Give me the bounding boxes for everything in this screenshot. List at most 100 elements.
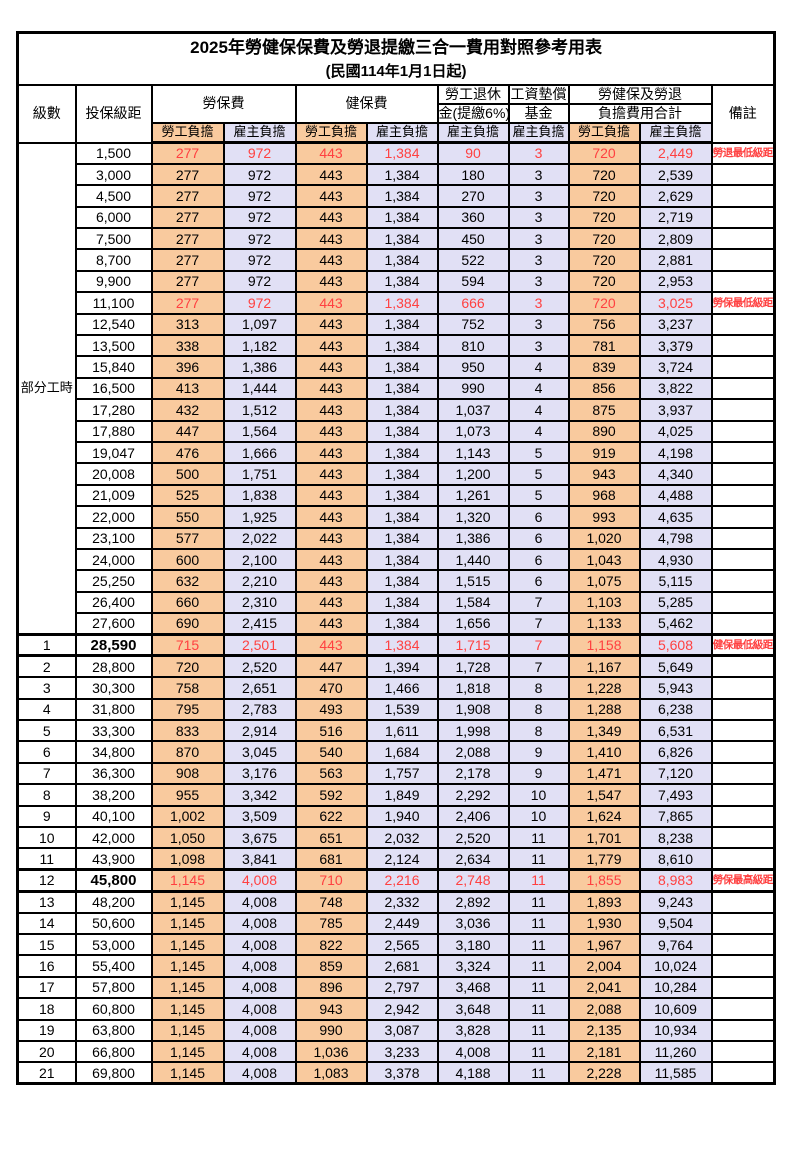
remark-cell: 勞退最低級距 — [710, 141, 776, 165]
col-header-remark: 備註 — [710, 83, 776, 144]
fee-cell: 1,103 — [567, 590, 641, 615]
table-row: 2 28,800 720 2,520 447 1,394 1,728 7 1,167 5,649 — [16, 654, 776, 679]
col-header-labor-insurance: 勞保費 — [150, 83, 297, 124]
fee-cell: 720 — [567, 205, 641, 230]
fee-cell: 11,260 — [638, 1039, 713, 1064]
fee-cell: 5,649 — [638, 654, 713, 679]
bracket-cell: 53,000 — [74, 932, 153, 957]
fee-cell: 758 — [150, 676, 225, 700]
fee-cell: 522 — [436, 248, 510, 272]
fee-cell: 2,310 — [222, 590, 297, 615]
fee-cell: 651 — [294, 825, 368, 850]
remark-cell — [710, 184, 776, 208]
fee-cell: 955 — [150, 783, 225, 807]
fee-cell: 1,036 — [294, 1039, 368, 1064]
remark-cell — [710, 419, 776, 443]
bracket-cell: 12,540 — [74, 312, 153, 337]
fee-cell: 2,406 — [436, 804, 510, 829]
fee-cell: 1,288 — [567, 697, 641, 722]
table-row: 4 31,800 795 2,783 493 1,539 1,908 8 1,288 6,238 — [16, 697, 776, 722]
fee-cell: 11 — [507, 975, 570, 1000]
fee-cell: 10,934 — [638, 1018, 713, 1042]
fee-cell: 795 — [150, 697, 225, 722]
fee-cell: 2,210 — [222, 569, 297, 593]
fee-cell: 890 — [567, 419, 641, 443]
fee-cell: 5,943 — [638, 676, 713, 700]
bracket-cell: 31,800 — [74, 697, 153, 722]
fee-cell: 90 — [436, 141, 510, 165]
fee-cell: 908 — [150, 761, 225, 786]
remark-cell — [710, 440, 776, 465]
fee-cell: 1,384 — [365, 162, 439, 187]
fee-cell: 839 — [567, 355, 641, 379]
fee-cell: 7 — [507, 654, 570, 679]
fee-cell: 4 — [507, 376, 570, 401]
fee-cell: 2,914 — [222, 719, 297, 743]
fee-cell: 1,384 — [365, 505, 439, 529]
fee-cell: 1,384 — [365, 355, 439, 379]
fee-cell: 1,584 — [436, 590, 510, 615]
fee-cell: 11 — [507, 890, 570, 914]
table-row: 24,000 600 2,100 443 1,384 1,440 6 1,043 4,930 — [18, 547, 776, 572]
fee-cell: 7,865 — [638, 804, 713, 829]
fee-cell: 1,471 — [567, 761, 641, 786]
col-header-pension-line2: 金(提繳6%) — [436, 102, 510, 124]
fee-cell: 2,681 — [365, 954, 439, 978]
remark-cell — [710, 248, 776, 272]
fee-cell: 1,779 — [567, 847, 641, 871]
fee-cell: 413 — [150, 376, 225, 401]
bracket-cell: 13,500 — [74, 333, 153, 358]
fee-cell: 720 — [567, 248, 641, 272]
fee-cell: 919 — [567, 440, 641, 465]
fee-cell: 3 — [507, 269, 570, 294]
fee-cell: 1,075 — [567, 569, 641, 593]
fee-cell: 550 — [150, 505, 225, 529]
fee-cell: 11 — [507, 868, 570, 893]
fee-cell: 2,953 — [638, 269, 713, 294]
fee-cell: 396 — [150, 355, 225, 379]
fee-cell: 4,488 — [638, 483, 713, 508]
bracket-cell: 17,880 — [74, 419, 153, 443]
fee-cell: 1,145 — [150, 890, 225, 914]
remark-cell — [710, 697, 776, 722]
fee-cell: 752 — [436, 312, 510, 337]
fee-cell: 3,233 — [365, 1039, 439, 1064]
table-row: 13 48,200 1,145 4,008 748 2,332 2,892 11 1,893 9,… — [16, 890, 776, 914]
fee-cell: 681 — [294, 847, 368, 871]
fee-cell: 11,585 — [638, 1061, 713, 1085]
fee-cell: 785 — [294, 911, 368, 935]
remark-cell — [710, 312, 776, 337]
fee-cell: 443 — [294, 505, 368, 529]
fee-cell: 1,050 — [150, 825, 225, 850]
remark-cell — [710, 462, 776, 486]
fee-cell: 1,547 — [567, 783, 641, 807]
fee-cell: 972 — [222, 184, 297, 208]
level-cell: 6 — [16, 740, 77, 764]
remark-cell — [710, 825, 776, 850]
fee-cell: 443 — [294, 419, 368, 443]
fee-cell: 4,798 — [638, 526, 713, 550]
table-row: 19,047 476 1,666 443 1,384 1,143 5 919 4,198 — [18, 440, 776, 465]
bracket-cell: 28,590 — [74, 632, 153, 658]
bracket-cell: 28,800 — [74, 654, 153, 679]
fee-cell: 4,008 — [222, 890, 297, 914]
fee-cell: 443 — [294, 526, 368, 550]
fee-cell: 1,908 — [436, 697, 510, 722]
fee-cell: 443 — [294, 291, 368, 315]
table-row: 17 57,800 1,145 4,008 896 2,797 3,468 11 2,041 10… — [16, 975, 776, 1000]
level-cell: 16 — [16, 954, 77, 978]
fee-cell: 277 — [150, 184, 225, 208]
fee-cell: 2,022 — [222, 526, 297, 550]
fee-cell: 2,797 — [365, 975, 439, 1000]
fee-cell: 2,181 — [567, 1039, 641, 1064]
fee-cell: 5,285 — [638, 590, 713, 615]
fee-cell: 540 — [294, 740, 368, 764]
table-row: 13,500 338 1,182 443 1,384 810 3 781 3,379 — [18, 333, 776, 358]
fee-cell: 3,180 — [436, 932, 510, 957]
table-row: 8 38,200 955 3,342 592 1,849 2,292 10 1,547 7,493 — [16, 783, 776, 807]
fee-cell: 1,701 — [567, 825, 641, 850]
fee-cell: 277 — [150, 269, 225, 294]
fee-cell: 1,466 — [365, 676, 439, 700]
bracket-cell: 34,800 — [74, 740, 153, 764]
fee-cell: 1,384 — [365, 184, 439, 208]
